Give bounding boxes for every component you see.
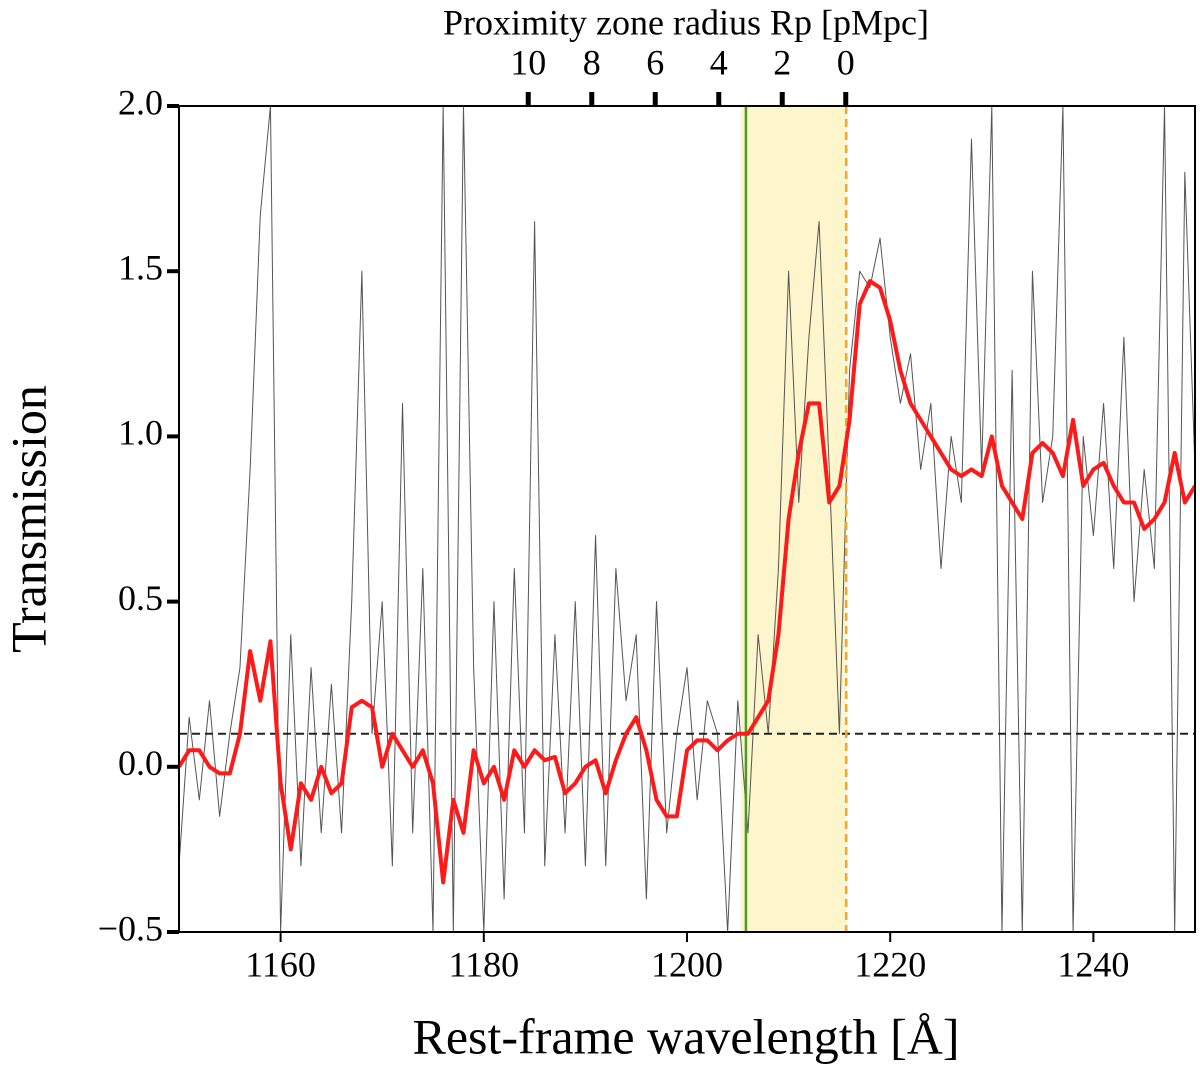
x2-tick-label: 6 xyxy=(646,42,664,82)
x-tick-label: 1200 xyxy=(651,944,723,984)
y-tick-label: 0.0 xyxy=(118,743,163,783)
plot-area xyxy=(179,106,1195,932)
x-axis-label: Rest-frame wavelength [Å] xyxy=(413,1008,960,1064)
x-tick-label: 1220 xyxy=(854,944,926,984)
x2-tick-label: 0 xyxy=(837,42,855,82)
x2-tick-label: 2 xyxy=(773,42,791,82)
series-line xyxy=(179,279,1195,885)
y-tick-label: −0.5 xyxy=(98,908,163,948)
y-tick-label: 2.0 xyxy=(118,82,163,122)
series-line xyxy=(179,106,1195,932)
top-axis-label: Proximity zone radius Rp [pMpc] xyxy=(443,2,929,42)
y-tick-label: 0.5 xyxy=(118,578,163,618)
x-tick-label: 1240 xyxy=(1057,944,1129,984)
x-tick-label: 1180 xyxy=(448,944,519,984)
x2-tick-label: 4 xyxy=(710,42,728,82)
x-tick-label: 1160 xyxy=(245,944,316,984)
shaded-region xyxy=(740,106,847,932)
y-tick-label: 1.0 xyxy=(118,413,163,453)
x2-tick-label: 10 xyxy=(510,42,546,82)
x2-tick-label: 8 xyxy=(583,42,601,82)
y-axis-label: Transmission xyxy=(0,385,56,653)
y-tick-label: 1.5 xyxy=(118,247,163,287)
plot-frame xyxy=(178,105,1196,933)
